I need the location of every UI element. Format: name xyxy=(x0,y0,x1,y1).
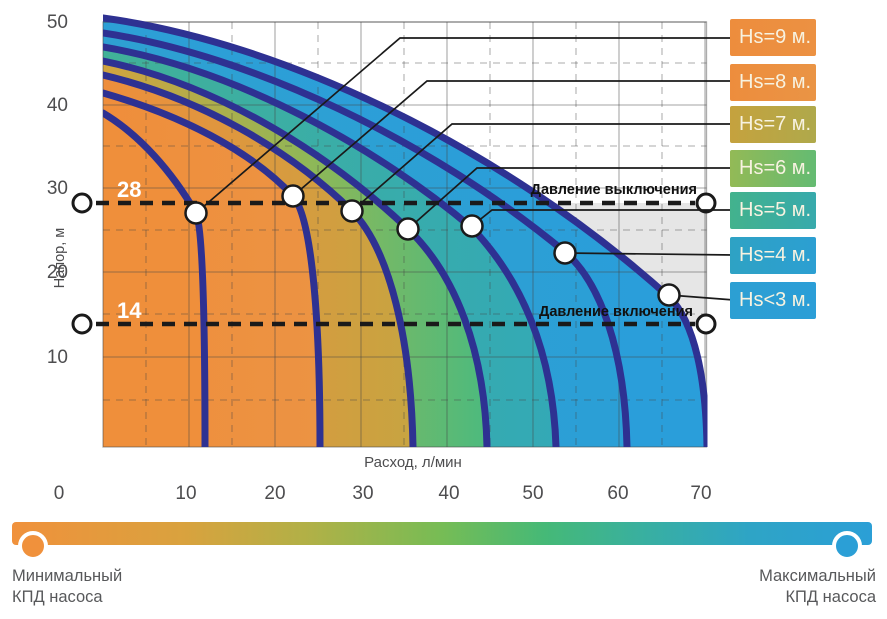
efficiency-gradient-bar xyxy=(12,522,872,545)
min-efficiency-label-line1: Минимальный xyxy=(12,567,123,585)
x-tick-40: 40 xyxy=(438,483,459,504)
y-tick-10: 10 xyxy=(47,347,68,368)
max-efficiency-label-line2: КПД насоса xyxy=(785,588,876,606)
cutin-left-marker xyxy=(71,313,93,335)
y-tick-40: 40 xyxy=(47,95,68,116)
x-axis-label: Расход, л/мин xyxy=(364,454,462,471)
min-efficiency-label: Минимальный КПД насоса xyxy=(12,566,122,608)
min-efficiency-marker xyxy=(18,531,48,561)
legend-item-hs-lt3: Hs<3 м. xyxy=(730,282,816,319)
x-tick-60: 60 xyxy=(607,483,628,504)
legend-item-hs7: Hs=7 м. xyxy=(730,106,816,143)
y-tick-20: 20 xyxy=(47,262,68,283)
cutoff-left-marker xyxy=(71,192,93,214)
region-hs9 xyxy=(103,113,205,447)
x-tick-50: 50 xyxy=(522,483,543,504)
cutoff-label: Давление выключения xyxy=(531,182,697,198)
max-efficiency-label: Максимальный КПД насоса xyxy=(759,566,876,608)
legend-item-hs5: Hs=5 м. xyxy=(730,192,816,229)
max-efficiency-label-line1: Максимальный xyxy=(759,567,876,585)
max-efficiency-marker xyxy=(832,531,862,561)
legend-item-hs4: Hs=4 м. xyxy=(730,237,816,274)
legend-item-hs6: Hs=6 м. xyxy=(730,150,816,187)
legend-item-hs8: Hs=8 м. xyxy=(730,64,816,101)
cutin-pressure-line: 14 Давление включения xyxy=(71,298,717,335)
operating-point-markers xyxy=(184,184,681,307)
cutoff-right-marker xyxy=(695,192,717,214)
x-tick-70: 70 xyxy=(690,483,711,504)
min-efficiency-label-line2: КПД насоса xyxy=(12,588,103,606)
x-tick-0: 0 xyxy=(54,483,65,504)
cutin-value: 14 xyxy=(117,298,142,323)
x-tick-10: 10 xyxy=(175,483,196,504)
y-tick-50: 50 xyxy=(47,12,68,33)
x-tick-30: 30 xyxy=(352,483,373,504)
y-tick-30: 30 xyxy=(47,178,68,199)
cutoff-value: 28 xyxy=(117,177,141,202)
y-axis-ticks: 50 40 30 20 10 xyxy=(47,12,68,368)
cutin-label: Давление включения xyxy=(539,304,693,320)
grid-dashed xyxy=(103,22,707,447)
x-tick-20: 20 xyxy=(264,483,285,504)
curve-hs5 xyxy=(103,43,560,447)
cutin-right-marker xyxy=(695,313,717,335)
y-axis-label: Напор, м xyxy=(52,227,68,289)
legend-item-hs9: Hs=9 м. xyxy=(730,19,816,56)
curve-hs-lt3 xyxy=(103,14,708,447)
x-axis-ticks: 0 10 20 30 40 50 60 70 xyxy=(54,483,712,504)
